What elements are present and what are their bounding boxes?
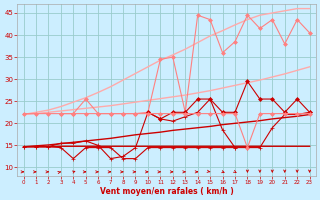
X-axis label: Vent moyen/en rafales ( km/h ): Vent moyen/en rafales ( km/h ) [100, 187, 234, 196]
